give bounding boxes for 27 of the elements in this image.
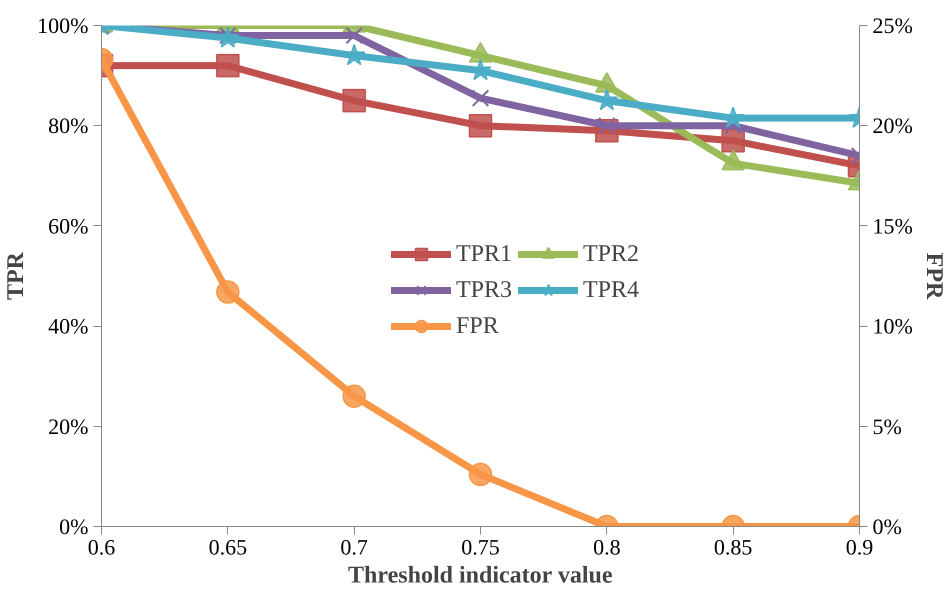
y2-tick-label: 15%	[872, 213, 913, 238]
y2-axis-title: FPR	[920, 252, 947, 300]
y2-tick-label: 0%	[872, 514, 902, 539]
y-tick-label: 100%	[37, 13, 88, 38]
legend-label: TPR2	[583, 240, 640, 268]
y-tick-label: 80%	[48, 113, 88, 138]
y2-tick-label: 10%	[872, 314, 913, 339]
y-tick-label: 0%	[59, 514, 88, 539]
x-tick-label: 0.9	[846, 534, 874, 560]
y-axis-title: TPR	[3, 251, 30, 300]
x-tick-label: 0.7	[340, 534, 368, 560]
y2-tick-label: 25%	[872, 13, 913, 38]
x-tick-label: 0.6	[88, 534, 116, 560]
y2-tick-label: 20%	[872, 113, 913, 138]
y-tick-label: 60%	[48, 213, 88, 238]
x-tick-label: 0.8	[593, 534, 621, 560]
x-tick-label: 0.85	[714, 534, 752, 560]
x-tick-label: 0.65	[208, 534, 248, 560]
y-tick-label: 40%	[48, 314, 88, 339]
legend-label: TPR4	[583, 276, 640, 304]
y2-tick-label: 5%	[872, 414, 902, 439]
y-tick-label: 20%	[48, 414, 88, 439]
x-tick-label: 0.75	[461, 534, 500, 560]
legend-label: TPR1	[456, 240, 512, 268]
x-axis-title: Threshold indicator value	[348, 562, 613, 588]
legend-label: TPR3	[456, 276, 512, 304]
legend-label: FPR	[456, 312, 499, 340]
